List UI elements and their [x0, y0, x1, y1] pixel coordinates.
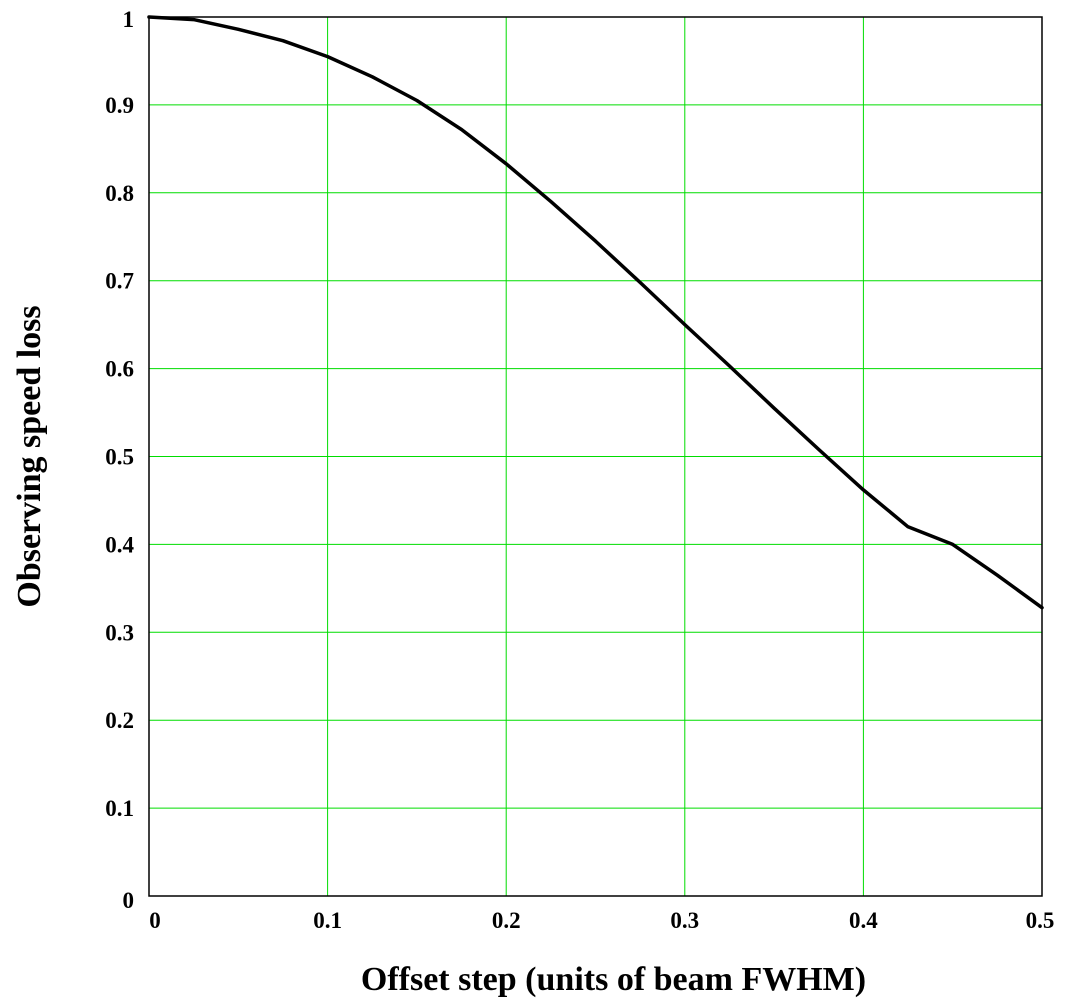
- x-tick-label: 0: [149, 908, 161, 933]
- y-tick-label: 0.8: [105, 181, 134, 206]
- plot-frame: [148, 16, 1043, 897]
- x-tick-label: 0.1: [313, 908, 342, 933]
- y-tick-labels: 0 0.1 0.2 0.3 0.4 0.5 0.6 0.7 0.8 0.9 1: [105, 7, 134, 913]
- y-tick-label: 0.6: [105, 357, 134, 382]
- y-tick-label: 1: [123, 7, 135, 32]
- x-tick-label: 0.3: [670, 908, 699, 933]
- y-tick-label: 0.9: [105, 93, 134, 118]
- x-tick-label: 0.2: [492, 908, 521, 933]
- y-tick-label: 0: [123, 888, 135, 913]
- y-tick-label: 0.2: [105, 708, 134, 733]
- y-tick-label: 0.3: [105, 620, 134, 645]
- plot-border: [148, 16, 1043, 897]
- x-axis-label: Offset step (units of beam FWHM): [361, 961, 866, 998]
- y-tick-label: 0.7: [105, 269, 134, 294]
- x-tick-label: 0.4: [849, 908, 878, 933]
- x-tick-labels: 0 0.1 0.2 0.3 0.4 0.5: [149, 908, 1054, 933]
- x-tick-label: 0.5: [1026, 908, 1055, 933]
- y-tick-label: 0.5: [105, 445, 134, 470]
- y-tick-label: 0.4: [105, 532, 134, 557]
- series-line: [147, 15, 1044, 610]
- series-layer: [147, 15, 1044, 610]
- grid: [149, 17, 1042, 896]
- y-tick-label: 0.1: [105, 796, 134, 821]
- y-axis-label: Observing speed loss: [11, 305, 48, 607]
